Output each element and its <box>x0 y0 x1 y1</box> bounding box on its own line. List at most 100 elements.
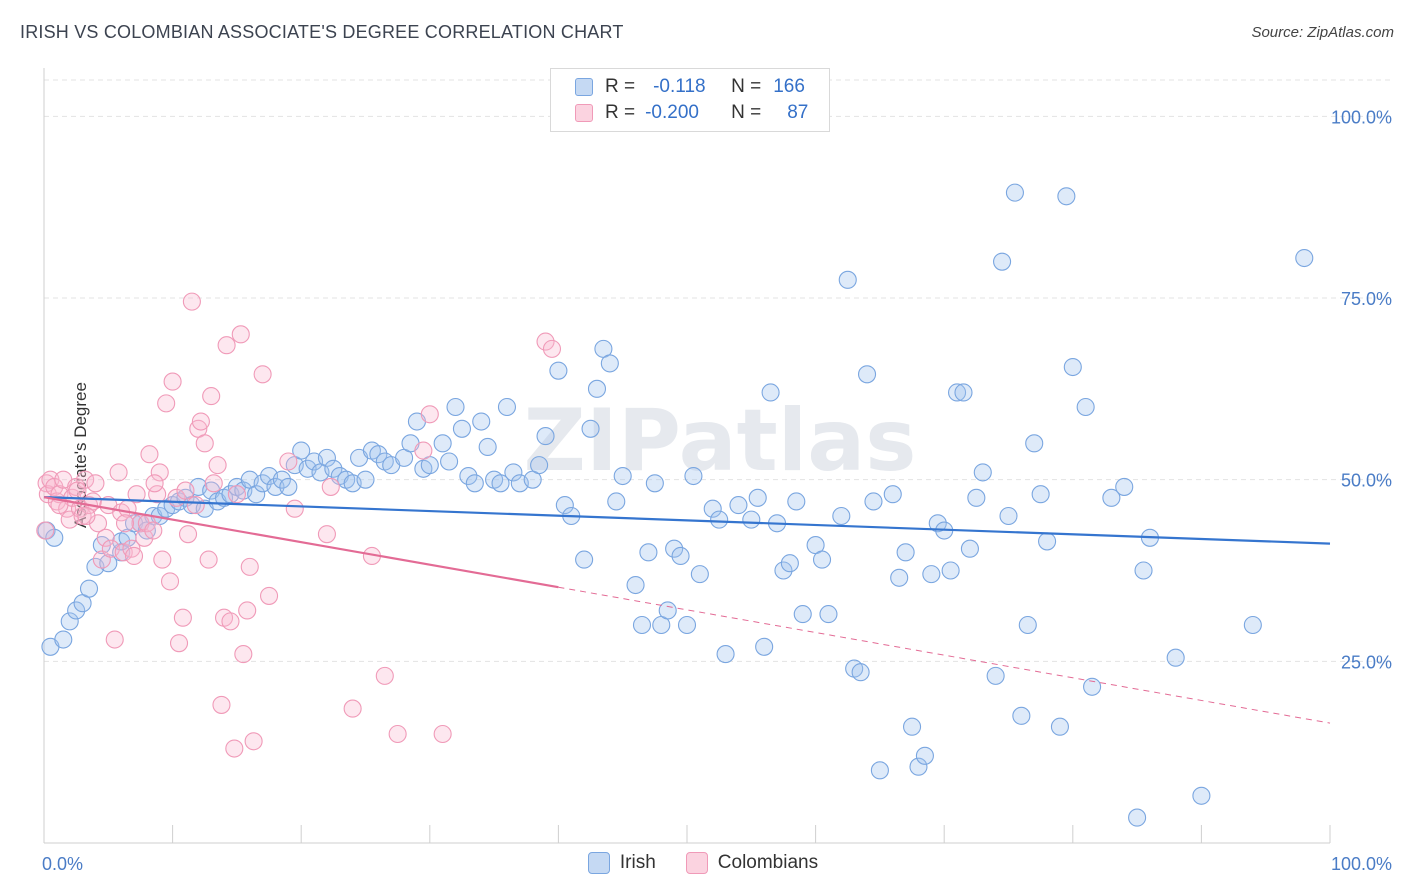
colombian-point <box>186 496 205 515</box>
irish-point <box>440 452 459 471</box>
irish-point <box>857 365 877 384</box>
irish-point <box>530 456 549 475</box>
irish-point <box>755 637 774 656</box>
irish-point <box>986 666 1005 685</box>
irish-point <box>632 615 652 635</box>
irish-point <box>504 463 523 482</box>
irish-point <box>478 437 497 457</box>
irish-point <box>909 757 928 776</box>
irish-point <box>902 717 922 736</box>
colombian-point <box>182 292 201 311</box>
irish-point <box>433 434 452 453</box>
irish-point <box>1243 615 1262 635</box>
colombian-point <box>135 528 154 547</box>
y-tick-label: 100.0% <box>1331 107 1392 127</box>
legend-n-label: N = <box>731 102 762 123</box>
irish-point <box>677 615 697 635</box>
irish-point <box>742 510 761 529</box>
irish-point <box>954 383 973 402</box>
legend-n-label: N = <box>731 76 762 97</box>
colombian-point <box>317 525 336 544</box>
irish-point <box>748 488 767 507</box>
irish-point <box>446 397 465 417</box>
irish-point <box>60 612 79 631</box>
colombian-point <box>176 481 195 500</box>
irish-point <box>1134 561 1153 580</box>
irish-point <box>575 550 594 569</box>
colombian-point <box>73 506 92 526</box>
colombian-point <box>199 550 218 569</box>
irish-point <box>266 477 285 496</box>
irish-point <box>729 496 748 515</box>
colombian-point <box>285 499 304 518</box>
tick-labels: 25.0% 50.0% 75.0% 100.0% 0.0% 100.0% <box>42 107 1392 874</box>
colombian-point <box>375 666 394 685</box>
y-tick-label: 25.0% <box>1341 652 1392 672</box>
colombian-point <box>321 477 340 496</box>
irish-point <box>459 466 478 486</box>
irish-point <box>1295 248 1314 268</box>
irish-point <box>1076 397 1095 417</box>
watermark: ZIPatlas <box>524 391 917 491</box>
irish-point <box>665 539 684 558</box>
x-tick-label: 0.0% <box>42 854 83 874</box>
colombian-point <box>238 601 257 620</box>
colombian-point <box>253 365 272 384</box>
irish-point <box>324 459 343 478</box>
colombian-point <box>157 394 176 413</box>
points <box>36 183 1314 827</box>
irish-point <box>999 506 1018 526</box>
irish-point <box>1083 677 1102 696</box>
legend-label-colombians: Colombians <box>717 852 819 873</box>
bottom-legend: Irish Colombians <box>0 852 1406 874</box>
legend-swatch-irish <box>575 78 593 96</box>
colombian-point <box>191 412 210 431</box>
irish-point <box>960 539 979 558</box>
irish-point <box>941 561 960 580</box>
irish-point <box>716 645 735 664</box>
irish-point <box>922 565 941 584</box>
irish-point <box>272 470 291 489</box>
irish-point <box>774 561 793 580</box>
colombian-point <box>109 463 128 482</box>
irish-point <box>536 427 555 446</box>
legend-n-value: 166 <box>773 76 805 97</box>
colombian-point <box>153 550 172 569</box>
colombian-point <box>127 485 146 504</box>
legend-swatch-colombians <box>685 852 708 874</box>
y-tick-label: 50.0% <box>1341 471 1392 491</box>
colombian-point <box>150 463 169 482</box>
colombian-point <box>204 474 223 493</box>
colombian-point <box>279 452 298 471</box>
colombian-point <box>140 445 159 464</box>
colombian-point <box>343 699 362 718</box>
colombian-point <box>122 539 141 558</box>
irish-point <box>787 492 806 511</box>
colombian-point <box>77 506 96 526</box>
colombian-point <box>433 724 452 744</box>
colombian-point <box>542 339 562 358</box>
colombian-point <box>231 325 250 344</box>
irish-point <box>472 412 491 431</box>
irish-point <box>67 601 86 620</box>
colombian-trend-extension <box>558 586 1331 724</box>
irish-point <box>870 761 889 780</box>
irish-point <box>948 383 967 402</box>
irish-point <box>607 492 626 511</box>
irish-point <box>812 550 832 569</box>
irish-point <box>703 499 722 518</box>
irish-point <box>626 575 645 595</box>
irish-point <box>1025 434 1044 453</box>
irish-point <box>581 419 600 438</box>
colombian-point <box>202 387 221 406</box>
irish-point <box>247 485 266 504</box>
irish-point <box>45 528 64 547</box>
irish-trend-line <box>43 496 1331 545</box>
irish-point <box>1115 477 1134 496</box>
irish-point <box>780 554 799 573</box>
irish-point <box>639 543 658 562</box>
legend-item-colombians: Colombians <box>685 852 819 874</box>
legend-r-value: -0.200 <box>645 102 699 123</box>
colombian-point <box>420 405 439 424</box>
colombian-point <box>96 528 115 547</box>
